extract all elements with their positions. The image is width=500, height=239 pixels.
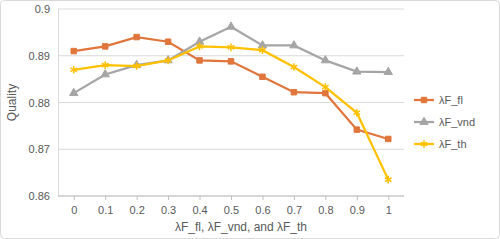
- marker: [196, 43, 203, 51]
- x-tick: 1: [386, 196, 392, 216]
- y-tick-label: 0.86: [29, 190, 50, 202]
- marker: [70, 88, 78, 95]
- marker: [322, 83, 329, 91]
- y-tick: 0.86: [29, 190, 58, 202]
- legend-label: λF_fl: [439, 94, 463, 106]
- x-tick-label: 0.7: [287, 204, 302, 216]
- marker: [384, 67, 392, 74]
- x-tick: 0: [71, 196, 77, 216]
- series-group: [70, 22, 393, 183]
- series-line: [74, 46, 389, 179]
- marker: [71, 48, 76, 53]
- y-tick-label: 0.88: [29, 97, 50, 109]
- marker: [354, 127, 359, 132]
- legend: λF_fl λF_vnd λF_th: [414, 94, 475, 150]
- x-tick-label: 0.3: [161, 204, 176, 216]
- y-tick: 0.88: [29, 97, 58, 109]
- marker: [259, 46, 266, 54]
- marker: [228, 44, 235, 52]
- legend-marker: [421, 140, 428, 148]
- y-tick: 0.9: [35, 3, 58, 15]
- x-tick-mark: [168, 196, 169, 200]
- marker: [290, 41, 298, 48]
- x-tick: 0.2: [129, 196, 144, 216]
- marker: [101, 70, 109, 77]
- marker: [291, 63, 298, 71]
- marker: [353, 67, 361, 74]
- x-tick-mark: [357, 196, 358, 200]
- x-tick-mark: [105, 196, 106, 200]
- marker: [227, 22, 235, 29]
- y-tick-label: 0.87: [29, 143, 50, 155]
- x-tick-label: 0: [71, 204, 77, 216]
- marker: [354, 109, 361, 117]
- marker: [102, 61, 109, 69]
- marker: [291, 89, 296, 94]
- marker: [133, 62, 140, 70]
- x-tick-label: 0.9: [350, 204, 365, 216]
- x-tick-label: 0.4: [192, 204, 207, 216]
- y-axis-title: Quality: [5, 84, 19, 121]
- x-tick: 0.1: [98, 196, 113, 216]
- grid-line: [58, 9, 404, 10]
- chart: 0.86 0.87 0.88 0.89 0.9 0 0.1 0.2 0.3 0.4 0.5 0.6 0.…: [0, 0, 500, 239]
- x-tick-mark: [388, 196, 389, 200]
- legend-label: λF_vnd: [439, 116, 475, 128]
- y-tick: 0.89: [29, 50, 58, 62]
- legend-item: λF_vnd: [414, 116, 475, 128]
- x-tick-label: 0.5: [224, 204, 239, 216]
- x-tick-label: 0.1: [98, 204, 113, 216]
- series-line: [74, 37, 389, 139]
- x-tick-mark: [74, 196, 75, 200]
- marker: [165, 57, 172, 65]
- grid-line: [58, 55, 404, 56]
- marker: [197, 58, 202, 63]
- x-tick-label: 1: [386, 204, 392, 216]
- x-tick: 0.6: [255, 196, 270, 216]
- marker: [70, 66, 77, 74]
- x-tick: 0.9: [350, 196, 365, 216]
- grid-line: [58, 102, 404, 103]
- x-tick-mark: [262, 196, 263, 200]
- grid-line: [58, 149, 404, 150]
- x-axis: 0 0.1 0.2 0.3 0.4 0.5 0.6 0.7 0.8 0.9 1: [58, 196, 404, 216]
- x-tick-label: 0.6: [255, 204, 270, 216]
- marker: [102, 44, 107, 49]
- legend-item: λF_th: [414, 138, 467, 150]
- legend-marker: [420, 117, 428, 124]
- x-tick: 0.3: [161, 196, 176, 216]
- marker: [321, 56, 329, 63]
- chart-frame: [1, 1, 500, 239]
- x-tick: 0.5: [224, 196, 239, 216]
- marker: [260, 74, 265, 79]
- marker: [385, 176, 392, 184]
- x-tick-mark: [231, 196, 232, 200]
- legend-item: λF_fl: [414, 94, 463, 106]
- x-axis-title: λF_fl, λF_vnd, and λF_th: [175, 220, 307, 234]
- y-tick: 0.87: [29, 143, 58, 155]
- x-tick-mark: [294, 196, 295, 200]
- marker: [228, 59, 233, 64]
- marker: [386, 136, 391, 141]
- x-tick: 0.4: [192, 196, 207, 216]
- grid: [58, 9, 404, 196]
- legend-marker: [421, 97, 426, 102]
- x-tick: 0.8: [318, 196, 333, 216]
- x-tick-label: 0.2: [129, 204, 144, 216]
- marker: [323, 90, 328, 95]
- y-tick-label: 0.9: [35, 3, 50, 15]
- x-tick-mark: [200, 196, 201, 200]
- marker: [165, 39, 170, 44]
- marker: [134, 34, 139, 39]
- x-tick-label: 0.8: [318, 204, 333, 216]
- y-axis-line: [58, 10, 59, 197]
- legend-label: λF_th: [439, 138, 467, 150]
- x-tick-mark: [137, 196, 138, 200]
- x-tick: 0.7: [287, 196, 302, 216]
- y-axis: 0.86 0.87 0.88 0.89 0.9: [29, 3, 59, 202]
- x-tick-mark: [325, 196, 326, 200]
- y-tick-label: 0.89: [29, 50, 50, 62]
- series-line: [74, 27, 389, 93]
